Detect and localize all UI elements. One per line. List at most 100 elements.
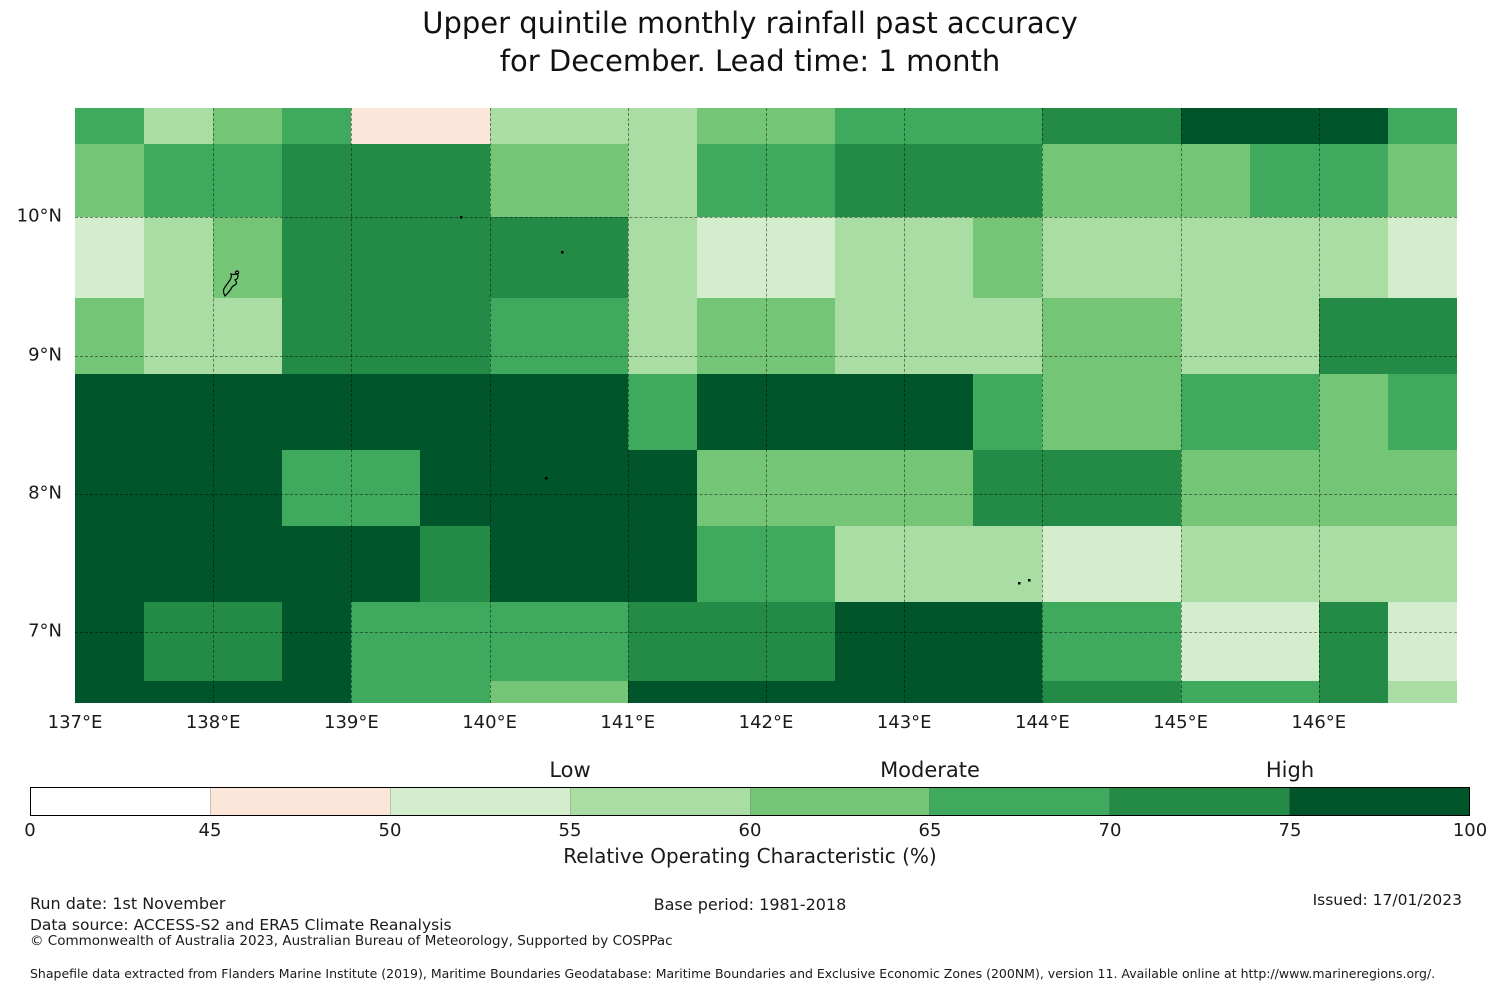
heatmap-cell xyxy=(765,217,836,298)
colorbar-tick-label: 0 xyxy=(24,820,36,841)
run-date-text: Run date: 1st November xyxy=(30,894,226,913)
heatmap-cell xyxy=(627,525,697,602)
heatmap-cell xyxy=(1042,297,1112,374)
heatmap-cell xyxy=(627,601,697,681)
heatmap-canvas xyxy=(75,108,1457,703)
heatmap-cell xyxy=(1042,217,1112,298)
heatmap-cell xyxy=(75,217,145,298)
x-tick-label: 143°E xyxy=(876,712,932,733)
heatmap-cell xyxy=(213,680,283,703)
colorbar-axis-label: Relative Operating Characteristic (%) xyxy=(563,844,937,868)
gridline-meridian xyxy=(904,108,906,703)
gridline-meridian xyxy=(1042,108,1044,703)
colorbar-tick-label: 60 xyxy=(738,820,762,841)
heatmap-cell xyxy=(904,373,974,450)
heatmap-cell xyxy=(282,143,352,218)
heatmap-cell xyxy=(75,297,145,374)
heatmap-cell xyxy=(282,217,352,298)
heatmap-cell xyxy=(75,680,145,703)
heatmap-row xyxy=(75,143,1457,218)
heatmap-cell xyxy=(558,680,628,703)
heatmap-cell xyxy=(627,680,697,703)
heatmap-cell xyxy=(1111,297,1181,374)
heatmap-cell xyxy=(973,373,1043,450)
gridline-meridian xyxy=(766,108,767,703)
heatmap-cell xyxy=(351,601,421,681)
heatmap-cell xyxy=(282,449,352,526)
heatmap-cell xyxy=(1387,108,1457,144)
heatmap-cell xyxy=(835,680,905,703)
heatmap-cell xyxy=(282,680,352,703)
heatmap-cell xyxy=(1042,373,1112,450)
heatmap-cell xyxy=(1387,525,1457,602)
heatmap-cell xyxy=(765,143,836,218)
heatmap-cell xyxy=(489,143,559,218)
heatmap-cell xyxy=(1318,525,1388,602)
heatmap-row xyxy=(75,373,1457,450)
colorbar-tick-label: 65 xyxy=(918,820,942,841)
heatmap-cell xyxy=(1180,373,1250,450)
heatmap-cell xyxy=(351,217,421,298)
heatmap-cell xyxy=(420,680,490,703)
gridline-parallel xyxy=(75,494,1457,496)
heatmap-cell xyxy=(835,143,905,218)
heatmap-cell xyxy=(1249,601,1319,681)
heatmap-cell xyxy=(1111,217,1181,298)
y-tick-label: 8°N xyxy=(28,482,62,504)
heatmap-cell xyxy=(765,525,836,602)
heatmap-cell xyxy=(1318,297,1388,374)
heatmap-cell xyxy=(904,297,974,374)
heatmap-cell xyxy=(1042,143,1112,218)
heatmap-cell xyxy=(835,373,905,450)
heatmap-cell xyxy=(213,601,283,681)
colorbar-tick-label: 50 xyxy=(378,820,402,841)
heatmap-cell xyxy=(1387,680,1457,703)
heatmap-cell xyxy=(765,680,836,703)
heatmap-cell xyxy=(1180,601,1250,681)
heatmap-cell xyxy=(1387,601,1457,681)
heatmap-cell xyxy=(1387,143,1457,218)
gridline-meridian xyxy=(627,108,629,703)
heatmap-cell xyxy=(351,680,421,703)
heatmap-cell xyxy=(696,143,766,218)
heatmap-cell xyxy=(489,108,559,144)
colorbar-segment-50-55 xyxy=(389,788,570,815)
heatmap-row xyxy=(75,217,1457,298)
heatmap-cell xyxy=(1111,373,1181,450)
heatmap-cell xyxy=(904,217,974,298)
heatmap-cell xyxy=(420,108,490,144)
heatmap-cell xyxy=(75,143,145,218)
heatmap-cell xyxy=(696,297,766,374)
heatmap-cell xyxy=(420,217,490,298)
heatmap-cell xyxy=(1318,143,1388,218)
heatmap-cell xyxy=(835,217,905,298)
gridline-meridian xyxy=(1318,108,1320,703)
heatmap-cell xyxy=(1042,680,1112,703)
chart-title-line1: Upper quintile monthly rainfall past acc… xyxy=(422,6,1078,40)
x-tick-label: 145°E xyxy=(1153,712,1208,733)
heatmap-cell xyxy=(696,373,766,450)
heatmap-row xyxy=(75,297,1457,374)
heatmap-cell xyxy=(144,601,214,681)
heatmap-cell xyxy=(351,373,421,450)
heatmap-cell xyxy=(627,143,697,218)
x-tick-label: 140°E xyxy=(462,712,517,733)
heatmap-cell xyxy=(973,680,1043,703)
heatmap-cell xyxy=(696,680,766,703)
heatmap-cell xyxy=(835,525,905,602)
heatmap-cell xyxy=(904,525,974,602)
heatmap-cell xyxy=(213,217,283,298)
heatmap-cell xyxy=(1180,108,1250,144)
heatmap-cell xyxy=(627,108,697,144)
colorbar-segment-60-65 xyxy=(749,788,930,815)
heatmap-cell xyxy=(1318,217,1388,298)
heatmap-cell xyxy=(1111,525,1181,602)
colorbar-tick-label: 100 xyxy=(1452,820,1488,841)
heatmap-cell xyxy=(420,449,490,526)
colorbar-category-moderate: Moderate xyxy=(880,758,980,782)
x-tick-label: 138°E xyxy=(185,712,241,733)
heatmap-cell xyxy=(1249,680,1319,703)
heatmap-cell xyxy=(213,297,283,374)
y-tick-label: 7°N xyxy=(28,620,62,642)
colorbar-category-low: Low xyxy=(549,758,591,782)
